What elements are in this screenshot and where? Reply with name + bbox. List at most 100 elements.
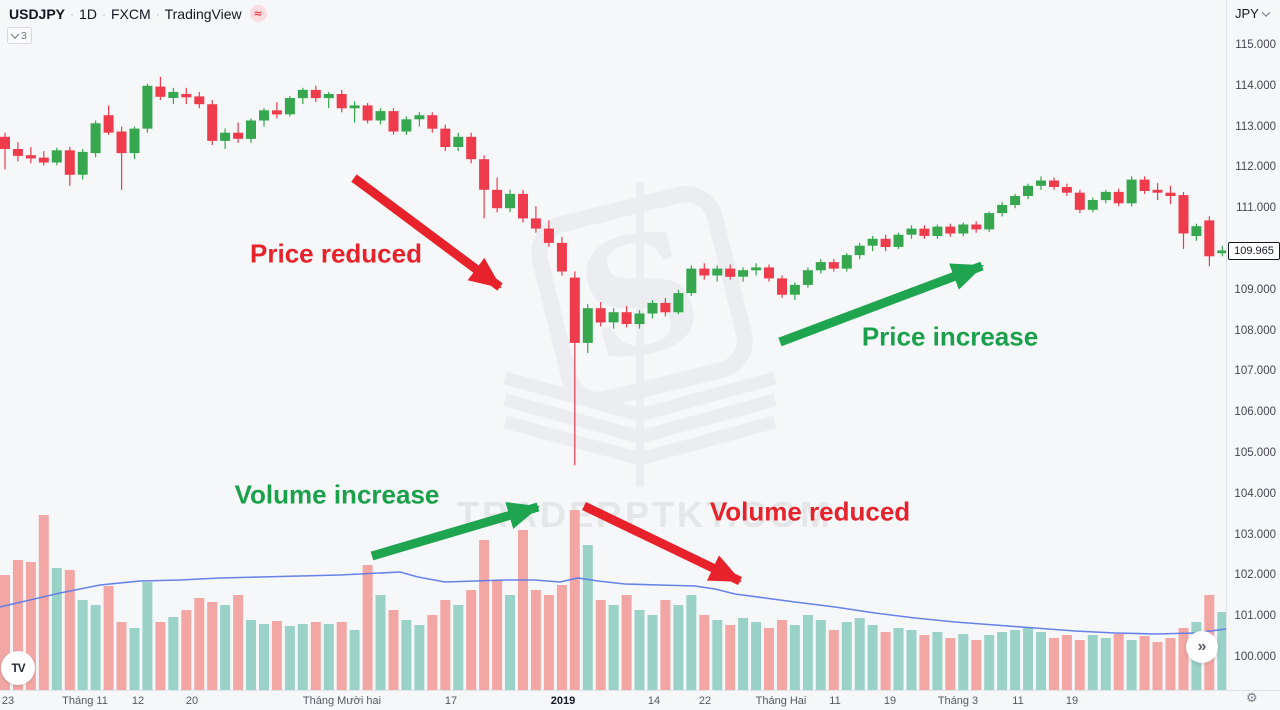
volume-bar xyxy=(673,605,684,690)
currency-selector[interactable]: JPY xyxy=(1235,6,1271,21)
candle xyxy=(505,189,515,213)
candle xyxy=(919,225,930,239)
volume-bar xyxy=(271,621,282,690)
volume-bar xyxy=(634,610,645,690)
exchange-label[interactable]: FXCM xyxy=(110,5,151,22)
price-axis-border xyxy=(1226,0,1227,690)
volume-bar xyxy=(129,628,140,690)
candle xyxy=(336,89,347,113)
candle xyxy=(116,126,127,190)
candle xyxy=(556,236,567,276)
volume-bar xyxy=(453,605,464,690)
volume-bar xyxy=(1139,636,1150,690)
volume-bar xyxy=(1010,630,1021,690)
volume-bar xyxy=(142,582,153,690)
candle xyxy=(51,147,62,166)
candle xyxy=(712,265,723,282)
time-axis-label: Tháng Hai xyxy=(755,695,807,707)
volume-bar xyxy=(621,595,632,690)
volume-bar xyxy=(880,632,891,690)
price-reduced-arrow xyxy=(351,174,503,291)
volume-bar xyxy=(1152,642,1163,690)
volume-bar xyxy=(0,575,10,690)
volume-bar xyxy=(828,630,839,690)
interval-label[interactable]: 1D xyxy=(79,5,97,22)
candle xyxy=(129,126,140,160)
volume-bar xyxy=(582,545,593,690)
volume-bar xyxy=(466,590,477,690)
candle xyxy=(1049,177,1059,190)
time-axis-label: 20 xyxy=(185,695,199,707)
settings-gear-icon[interactable]: ⚙ xyxy=(1246,691,1258,706)
time-axis-label: 2019 xyxy=(550,695,576,707)
candle xyxy=(1113,188,1124,207)
candle xyxy=(647,300,658,319)
realtime-approx-icon[interactable]: ≈ xyxy=(249,5,267,22)
platform-label[interactable]: TradingView xyxy=(164,5,242,22)
volume-bar xyxy=(1100,638,1111,690)
volume-bar xyxy=(660,600,671,690)
separator: · xyxy=(101,6,106,21)
candle xyxy=(789,282,800,300)
price-axis-label: 114.000 xyxy=(1235,79,1276,92)
candle xyxy=(284,96,295,117)
volume-bar xyxy=(310,622,321,690)
candle xyxy=(492,177,503,213)
volume-bar xyxy=(297,624,308,690)
volume-bar xyxy=(712,620,723,690)
time-axis-label: 14 xyxy=(647,695,661,707)
volume-bar xyxy=(168,617,179,690)
volume-bar xyxy=(647,615,658,690)
volume-bar xyxy=(25,562,36,690)
time-axis-border xyxy=(0,690,1280,691)
volume-bar xyxy=(233,595,244,690)
volume-bar xyxy=(725,625,736,690)
tradingview-logo[interactable]: TV xyxy=(1,651,35,685)
price-axis-label: 105.000 xyxy=(1234,447,1276,459)
volume-bar xyxy=(414,625,425,690)
candle xyxy=(518,189,528,223)
candle xyxy=(90,120,101,158)
volume-bar xyxy=(764,628,774,690)
volume-bar xyxy=(427,615,438,690)
time-axis-label: 11 xyxy=(829,695,841,707)
price-axis-label: 109.000 xyxy=(1234,283,1276,296)
volume-bar xyxy=(362,565,373,690)
time-axis-label: 19 xyxy=(883,695,897,707)
volume-ma-line xyxy=(0,571,1227,635)
candle xyxy=(1126,176,1137,207)
candle xyxy=(12,142,23,162)
candle xyxy=(479,155,490,219)
separator: · xyxy=(155,6,160,21)
indicators-collapse-button[interactable]: 3 xyxy=(7,27,32,44)
symbol-name[interactable]: USDJPY xyxy=(9,5,66,22)
time-axis-label: Tháng Mười hai xyxy=(302,695,382,707)
candle xyxy=(297,87,308,105)
candle xyxy=(569,271,580,466)
candle xyxy=(634,310,645,329)
candle xyxy=(828,259,839,272)
volume-bar xyxy=(194,598,205,690)
candle xyxy=(220,128,231,149)
volume-bar xyxy=(686,595,697,690)
volume-bar xyxy=(155,622,166,690)
time-axis-label: 22 xyxy=(698,695,712,707)
volume-increase-arrow xyxy=(370,502,540,561)
volume-bar xyxy=(789,625,800,690)
volume-bar xyxy=(181,610,192,690)
candle xyxy=(997,202,1008,217)
scroll-to-latest-button[interactable]: » xyxy=(1186,631,1218,663)
price-axis-label: 111.000 xyxy=(1236,202,1276,215)
candle xyxy=(401,116,412,135)
candle xyxy=(155,76,166,101)
candle xyxy=(595,302,606,327)
candle xyxy=(168,87,179,105)
candle xyxy=(582,304,593,354)
volume-bar xyxy=(854,618,865,690)
price-axis-label: 113.000 xyxy=(1235,120,1276,133)
volume-bar xyxy=(336,622,347,690)
volume-bar xyxy=(841,622,852,690)
